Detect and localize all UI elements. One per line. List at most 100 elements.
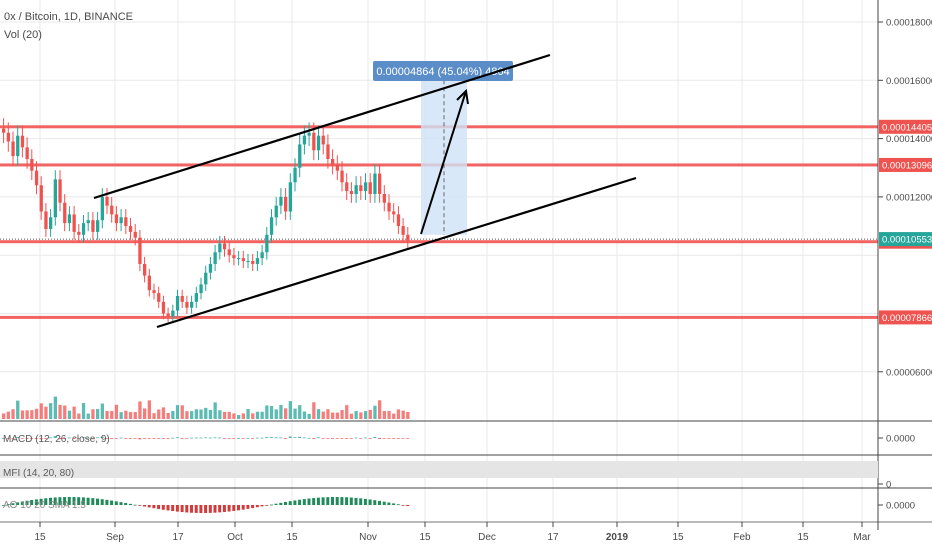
macd-bar <box>171 437 175 439</box>
ao-bar <box>180 505 184 513</box>
candle-body <box>110 205 114 215</box>
volume-bar <box>237 415 241 419</box>
volume-bar <box>63 405 67 419</box>
volume-bar <box>2 413 6 419</box>
macd-bar <box>152 438 156 439</box>
mfi-label: MFI (14, 20, 80) <box>3 468 75 479</box>
volume-bar <box>354 411 358 419</box>
macd-label: MACD (12, 26, close, 9) <box>3 434 110 445</box>
measure-label-bg <box>373 61 513 81</box>
candle-body <box>152 290 156 294</box>
candle-body <box>180 296 184 302</box>
volume-bar <box>133 412 137 419</box>
level-price-label: 0.00013096 <box>882 160 932 171</box>
macd-bar <box>401 438 405 439</box>
volume-bar <box>213 402 217 419</box>
indicator-tick-label: 0.0000 <box>886 501 915 512</box>
macd-bar <box>345 438 349 439</box>
volume-bar <box>128 412 133 419</box>
candle-body <box>185 301 189 308</box>
channel-upper-line <box>93 53 551 200</box>
ao-bar <box>246 505 250 509</box>
candle-body <box>288 182 292 212</box>
ao-bar <box>255 505 259 508</box>
volume-bar <box>396 409 401 419</box>
volume-bar <box>293 408 297 419</box>
candle-body <box>255 258 260 264</box>
candle-body <box>11 141 15 157</box>
ao-bar <box>16 502 20 505</box>
grid-lines <box>0 0 878 530</box>
ao-bar <box>232 505 236 511</box>
ao-bar <box>227 505 231 512</box>
macd-bar <box>100 436 104 438</box>
time-tick-label: 15 <box>419 532 431 543</box>
ao-bar <box>67 497 71 505</box>
macd-bar <box>260 437 264 439</box>
candle-body <box>373 173 377 194</box>
ao-bar <box>251 505 255 509</box>
level-price-label: 0.00014405 <box>882 122 932 133</box>
volume-bar <box>199 409 203 419</box>
ao-bar <box>58 497 62 505</box>
volume-bar <box>100 403 104 419</box>
macd-bar <box>175 437 179 439</box>
time-tick-label: Mar <box>853 532 871 543</box>
macd-bar <box>406 438 410 439</box>
macd-bar <box>321 438 325 439</box>
trend-channel[interactable] <box>93 53 637 329</box>
ao-bar <box>213 505 217 513</box>
time-tick-label: Oct <box>227 532 243 543</box>
ao-bar <box>171 505 175 512</box>
ao-bar <box>265 505 269 506</box>
candle-body <box>302 135 307 145</box>
candle-body <box>124 217 128 227</box>
ao-bar <box>302 499 306 505</box>
candle-body <box>72 214 76 232</box>
volume-bar <box>279 404 283 419</box>
time-tick-label: 15 <box>672 532 684 543</box>
candle-body <box>241 258 245 262</box>
macd-bar <box>392 438 396 439</box>
current-price-tag <box>879 232 932 247</box>
macd-bar <box>312 438 316 439</box>
ao-bar <box>133 504 137 506</box>
candle-body <box>293 167 297 183</box>
macd-bar <box>119 437 123 439</box>
candle-body <box>25 147 29 160</box>
ao-bar <box>124 502 128 505</box>
candle-body <box>359 185 363 192</box>
ao-bar <box>279 502 283 505</box>
symbol-title: 0x / Bitcoin, 1D, BINANCE <box>4 11 133 23</box>
volume-bar <box>401 410 405 419</box>
macd-bar <box>354 437 358 439</box>
macd-bar <box>11 438 15 439</box>
volume-bar <box>284 408 288 419</box>
price-tick-label: 0.00016000 <box>886 76 932 87</box>
candle-body <box>298 144 302 168</box>
candle-body <box>340 170 344 183</box>
candle-body <box>396 214 401 227</box>
volume-bar <box>124 410 128 419</box>
volume-bar <box>232 413 236 419</box>
price-axis[interactable]: 0.000144050.000130960.000104630.00007866… <box>878 18 932 512</box>
candle-body <box>2 128 6 133</box>
volume-bar <box>72 406 76 419</box>
measure-tool[interactable]: 0.00004864 (45.04%) 4864 <box>373 61 513 235</box>
time-axis[interactable]: 15 Sep 17 Oct 15 Nov 15 Dec 17 2019 15 Feb 15 Mar <box>34 522 871 543</box>
mfi-band <box>0 461 878 478</box>
macd-bar <box>44 438 48 439</box>
candle-body <box>133 231 137 238</box>
volume-bar <box>368 409 372 419</box>
ao-bar <box>396 504 400 506</box>
volume-bar <box>157 409 161 419</box>
macd-bar <box>208 437 212 439</box>
volume-bar <box>6 411 10 419</box>
price-tick-label: 0.00014000 <box>886 134 932 145</box>
volume-bar <box>359 412 363 419</box>
volume-bar <box>161 407 166 419</box>
volume-bar <box>194 409 198 419</box>
macd-bar <box>222 438 226 439</box>
ao-bar <box>110 500 114 505</box>
